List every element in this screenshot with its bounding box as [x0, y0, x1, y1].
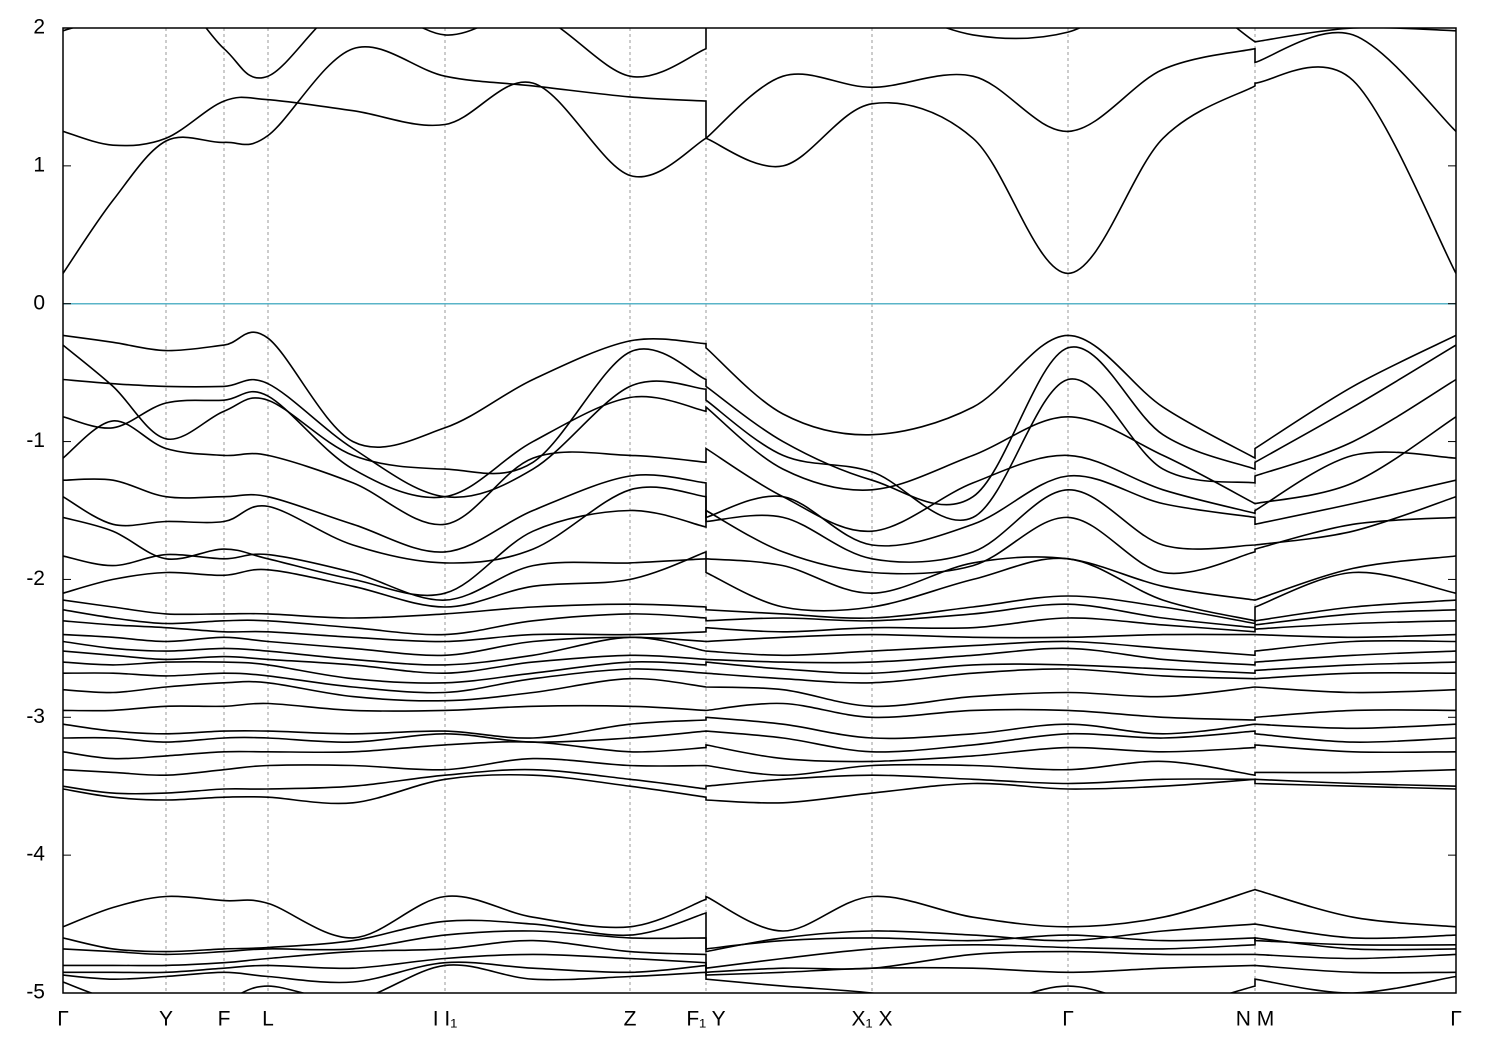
y-tick-label: -1 [26, 429, 45, 452]
band [63, 930, 1456, 956]
band [63, 668, 1456, 694]
band [63, 595, 1456, 625]
band [63, 773, 1456, 805]
x-tick-label: I I₁ [433, 1008, 458, 1031]
band [63, 331, 1456, 460]
band [63, 677, 1456, 708]
band [63, 46, 1456, 275]
band [63, 420, 1456, 533]
x-tick-label: F₁ Y [686, 1008, 725, 1031]
band [63, 661, 1456, 684]
band [63, 344, 1456, 506]
x-tick-label: N M [1236, 1008, 1275, 1031]
band [63, 636, 1456, 666]
y-tick-label: 0 [33, 291, 45, 314]
band [63, 633, 1456, 657]
band [63, 888, 1456, 939]
x-tick-label: Z [624, 1008, 637, 1031]
x-tick-label: L [262, 1008, 274, 1031]
x-tick-label: Γ [1450, 1008, 1462, 1031]
band [63, 647, 1456, 675]
plot-area [63, 28, 1456, 993]
y-tick-label: -3 [26, 705, 45, 728]
band [63, 964, 1456, 993]
y-tick-label: 2 [33, 16, 45, 39]
band [63, 950, 1456, 974]
band [63, 390, 1456, 505]
band [63, 937, 1456, 970]
band [63, 716, 1456, 740]
y-tick-label: -2 [26, 567, 45, 590]
band [63, 741, 1456, 763]
x-tick-label: Γ [57, 1008, 69, 1031]
y-tick-label: 1 [33, 153, 45, 176]
band [63, 961, 1456, 984]
band [63, 911, 1456, 953]
band [63, 768, 1456, 795]
band [63, 31, 1456, 178]
x-tick-label: X₁ X [852, 1008, 893, 1031]
x-tick-label: F [218, 1008, 231, 1031]
band [63, 550, 1456, 622]
band [63, 28, 1456, 79]
x-tick-label: Y [159, 1008, 173, 1031]
band [63, 757, 1456, 777]
band [63, 617, 1456, 643]
x-tick-label: Γ [1062, 1008, 1074, 1031]
band [63, 509, 1456, 597]
plot-frame [62, 27, 1457, 994]
y-tick-label: -5 [26, 981, 45, 1004]
y-tick-label: -4 [26, 843, 45, 866]
band [63, 702, 1456, 721]
band [63, 378, 1456, 521]
band [63, 603, 1456, 636]
band [63, 730, 1456, 753]
